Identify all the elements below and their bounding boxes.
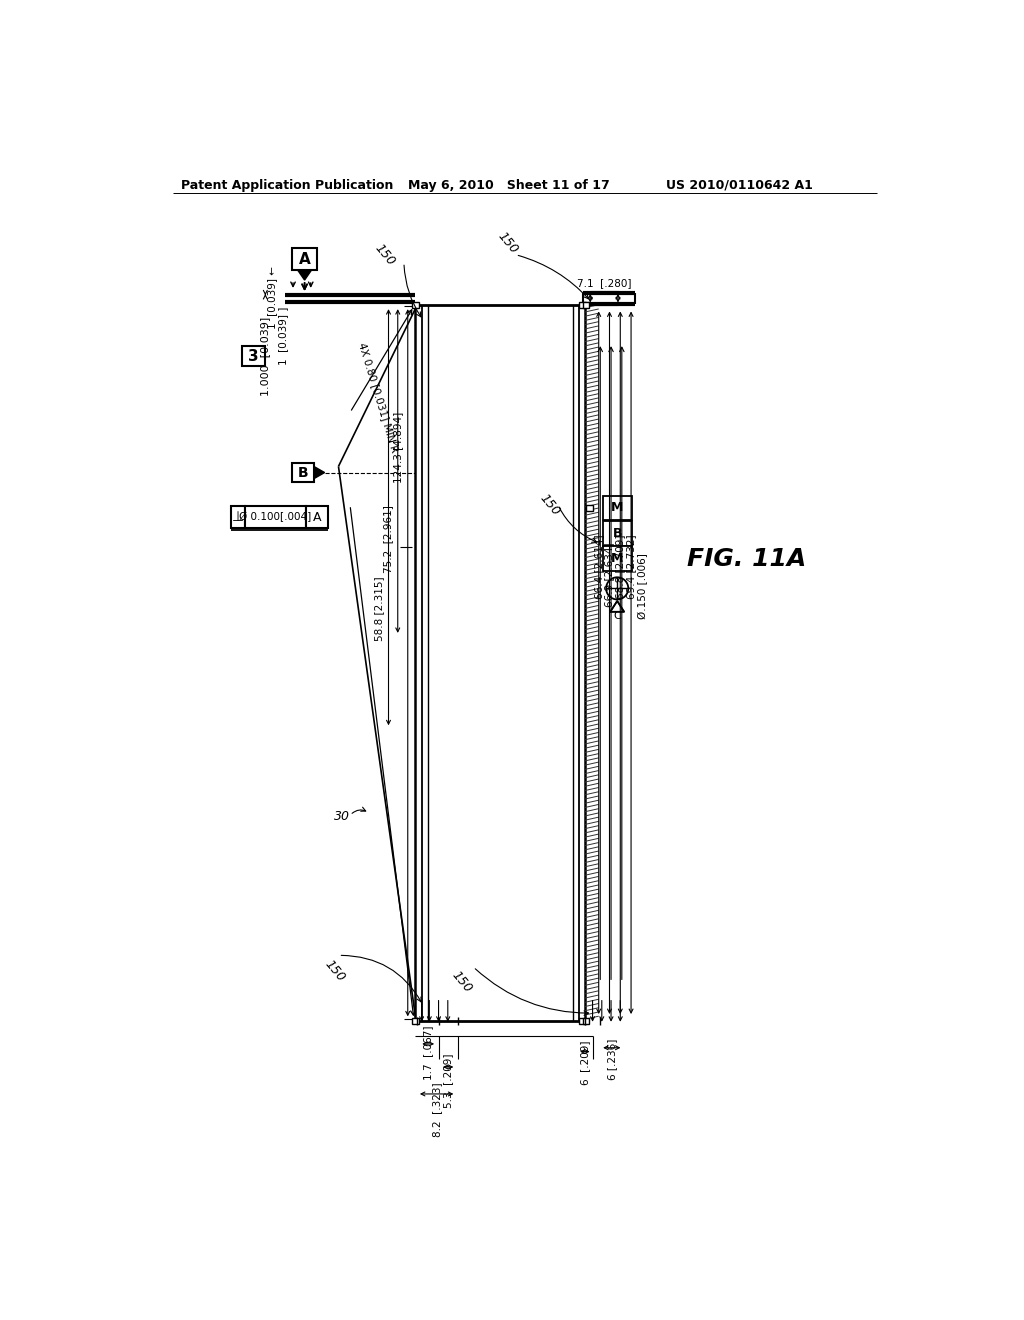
Text: 150: 150 [372, 242, 397, 268]
Bar [587, 506, 593, 511]
Text: 8.2  [.323]: 8.2 [.323] [432, 1082, 442, 1137]
Text: 66.4 [2.614]: 66.4 [2.614] [594, 535, 604, 599]
Text: 66.9 [2.634]: 66.9 [2.634] [604, 543, 614, 606]
Text: 1.7  [.067]: 1.7 [.067] [424, 1026, 433, 1080]
Text: 5.3  [.209]: 5.3 [.209] [443, 1053, 454, 1107]
Text: 150: 150 [322, 957, 347, 985]
Text: 58.8 [2.315]: 58.8 [2.315] [374, 577, 384, 642]
Bar [230, 507, 245, 528]
Text: 6  [.209]: 6 [.209] [580, 1041, 590, 1085]
Text: 3: 3 [249, 348, 259, 364]
Text: A: A [312, 511, 322, 524]
Text: 150: 150 [538, 491, 563, 519]
Text: 6 [.236]: 6 [.236] [607, 1039, 616, 1080]
Text: 75.2  [2.961]: 75.2 [2.961] [384, 506, 393, 573]
Text: 124.3 [4.894]: 124.3 [4.894] [393, 412, 403, 483]
Text: A: A [299, 252, 310, 267]
Text: US 2010/0110642 A1: US 2010/0110642 A1 [666, 178, 813, 191]
Bar [583, 302, 589, 308]
Text: B: B [298, 466, 308, 479]
Bar [583, 1018, 589, 1024]
Text: 69.4 [2.732]: 69.4 [2.732] [626, 535, 636, 599]
Text: 4X 0.80 [0.031] MIN R: 4X 0.80 [0.031] MIN R [357, 341, 400, 453]
Bar [413, 302, 419, 308]
Bar [243, 346, 265, 367]
Text: 1  [0.039] ←: 1 [0.039] ← [267, 265, 276, 329]
Bar [292, 463, 313, 482]
Text: Ø 0.100[.004]: Ø 0.100[.004] [240, 512, 311, 523]
Text: Ø.150 [.006]: Ø.150 [.006] [638, 553, 648, 619]
Bar [602, 546, 632, 572]
Text: 1.000  [0.039]: 1.000 [0.039] [260, 317, 270, 396]
Bar [306, 507, 328, 528]
Text: May 6, 2010   Sheet 11 of 17: May 6, 2010 Sheet 11 of 17 [408, 178, 609, 191]
Text: 30: 30 [334, 810, 350, 824]
Text: B: B [612, 527, 622, 540]
Text: M: M [611, 502, 624, 515]
Text: ⊥: ⊥ [231, 511, 244, 524]
Bar [580, 1018, 586, 1024]
Bar [292, 248, 316, 271]
Bar [580, 302, 586, 308]
Bar [245, 507, 306, 528]
Text: 1  [0.039] ]: 1 [0.039] ] [279, 306, 288, 364]
Text: Patent Application Publication: Patent Application Publication [180, 178, 393, 191]
Text: 150: 150 [449, 969, 474, 995]
Text: C: C [613, 611, 622, 622]
Bar [602, 521, 632, 545]
Polygon shape [298, 271, 311, 280]
Text: 150: 150 [496, 230, 520, 256]
Text: M: M [611, 552, 624, 565]
Text: 68.8 [2.709]: 68.8 [2.709] [615, 535, 626, 599]
Text: FIG. 11A: FIG. 11A [687, 546, 806, 570]
Polygon shape [313, 466, 325, 479]
Bar [602, 496, 632, 520]
Bar [413, 1018, 419, 1024]
Text: 7.1  [.280]: 7.1 [.280] [577, 279, 632, 288]
